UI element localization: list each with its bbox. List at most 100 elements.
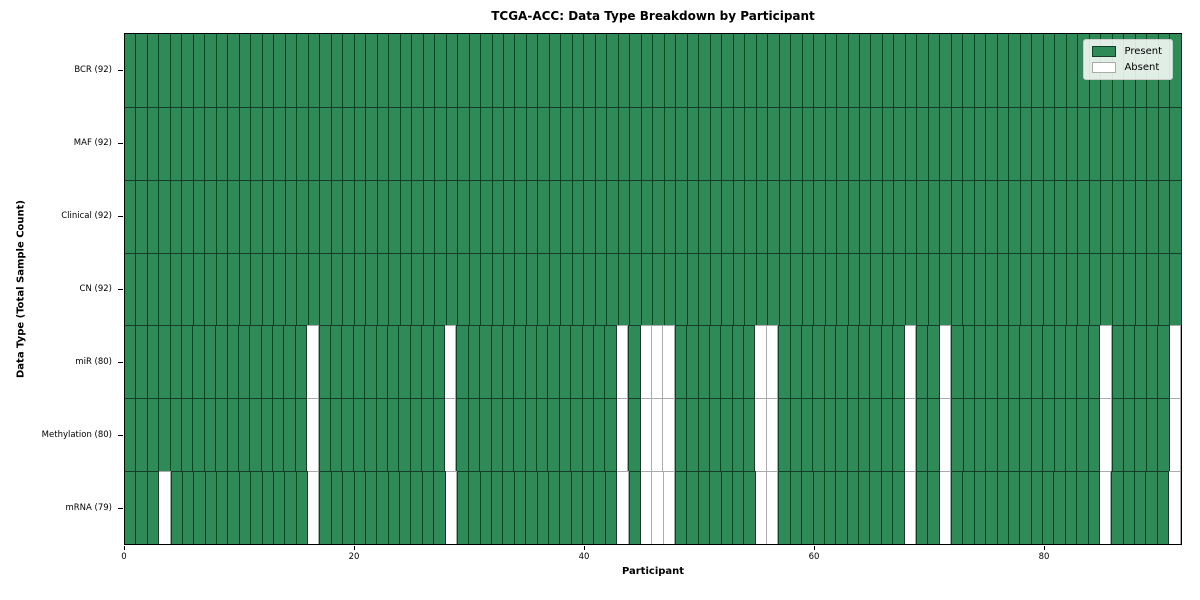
cell	[444, 398, 457, 472]
cell	[640, 325, 652, 399]
cell	[1077, 471, 1089, 545]
cell	[444, 325, 457, 399]
cell	[377, 252, 390, 326]
cell	[514, 325, 526, 399]
cell	[354, 179, 367, 253]
cell	[630, 106, 642, 180]
cell	[814, 252, 826, 326]
cell	[986, 179, 998, 253]
cell	[1158, 325, 1170, 399]
cell	[205, 106, 217, 180]
cell	[456, 325, 469, 399]
cell	[860, 252, 872, 326]
cell	[572, 34, 585, 107]
cell	[410, 325, 423, 399]
cell	[687, 179, 700, 253]
cell	[951, 179, 964, 253]
cell	[595, 106, 608, 180]
cell	[1123, 325, 1136, 399]
cell	[755, 325, 767, 399]
cell	[1032, 179, 1044, 253]
cell	[1135, 106, 1148, 180]
cell	[790, 471, 803, 545]
cell	[411, 471, 423, 545]
cell	[320, 34, 332, 107]
cell	[343, 106, 355, 180]
cell	[1054, 398, 1067, 472]
cell	[894, 106, 906, 180]
cell	[1170, 252, 1182, 326]
cell	[745, 34, 757, 107]
cell	[1169, 325, 1181, 399]
cell	[295, 398, 308, 472]
cell	[492, 471, 504, 545]
cell	[974, 471, 987, 545]
cell	[915, 325, 929, 399]
cell	[216, 252, 229, 326]
cell	[1008, 471, 1021, 545]
cell	[228, 179, 240, 253]
cell	[767, 471, 779, 545]
cell	[653, 252, 665, 326]
cell	[331, 325, 343, 399]
cell	[239, 252, 252, 326]
cell	[308, 179, 321, 253]
cell	[584, 34, 596, 107]
cell	[1020, 325, 1032, 399]
cell	[997, 325, 1010, 399]
cell	[262, 34, 275, 107]
cell	[205, 471, 217, 545]
cell	[870, 325, 882, 399]
cell	[837, 106, 849, 180]
cell	[125, 106, 137, 180]
cell	[848, 179, 860, 253]
cell	[343, 471, 355, 545]
cell	[320, 252, 332, 326]
cell	[1009, 252, 1021, 326]
cell	[125, 325, 137, 399]
cell	[423, 34, 436, 107]
cell	[537, 471, 549, 545]
cell	[423, 252, 436, 326]
cell	[492, 179, 504, 253]
y-tick-mark	[118, 215, 123, 217]
cell	[469, 34, 482, 107]
cell	[1135, 398, 1147, 472]
cell	[251, 34, 263, 107]
cell	[548, 471, 561, 545]
cell	[814, 179, 826, 253]
cell	[353, 398, 366, 472]
cell	[1032, 34, 1044, 107]
cell	[205, 179, 217, 253]
cell	[572, 252, 585, 326]
present-swatch-icon	[1092, 46, 1117, 57]
cell	[1066, 398, 1078, 472]
cell	[515, 34, 527, 107]
cell	[354, 34, 367, 107]
cell	[928, 34, 941, 107]
cell	[721, 471, 733, 545]
cell	[503, 106, 516, 180]
cell	[515, 179, 527, 253]
cell	[584, 252, 596, 326]
x-tick-label: 60	[808, 552, 820, 562]
cell	[722, 179, 734, 253]
cell	[307, 325, 319, 399]
cell	[297, 252, 309, 326]
cell	[422, 398, 434, 472]
cell	[1065, 471, 1078, 545]
cell	[836, 325, 848, 399]
cell	[285, 34, 298, 107]
y-tick-label: mRNA (79)	[65, 503, 112, 514]
cell	[261, 398, 274, 472]
cell	[561, 106, 573, 180]
cell	[515, 106, 527, 180]
cell	[159, 471, 171, 545]
cell	[790, 398, 803, 472]
cell	[422, 471, 435, 545]
cell	[917, 34, 929, 107]
cell	[963, 179, 975, 253]
cell	[605, 325, 617, 399]
cell	[503, 471, 515, 545]
